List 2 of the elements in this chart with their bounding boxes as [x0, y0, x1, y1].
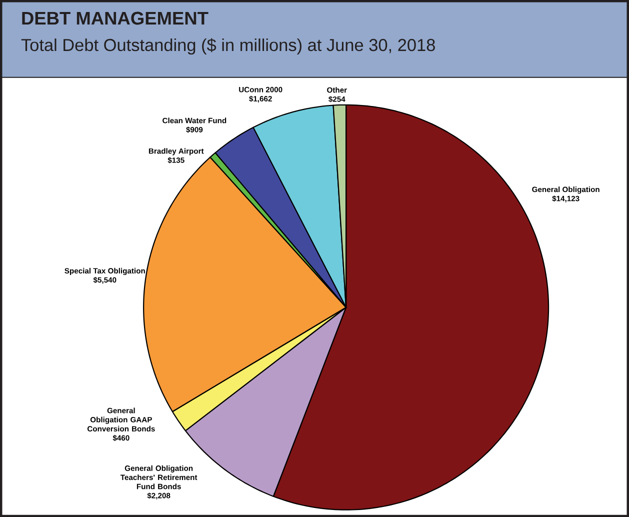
chart-title: DEBT MANAGEMENT	[22, 12, 208, 25]
chart-subtitle: Total Debt Outstanding ($ in millions) at June 30, 2018	[21, 38, 435, 55]
